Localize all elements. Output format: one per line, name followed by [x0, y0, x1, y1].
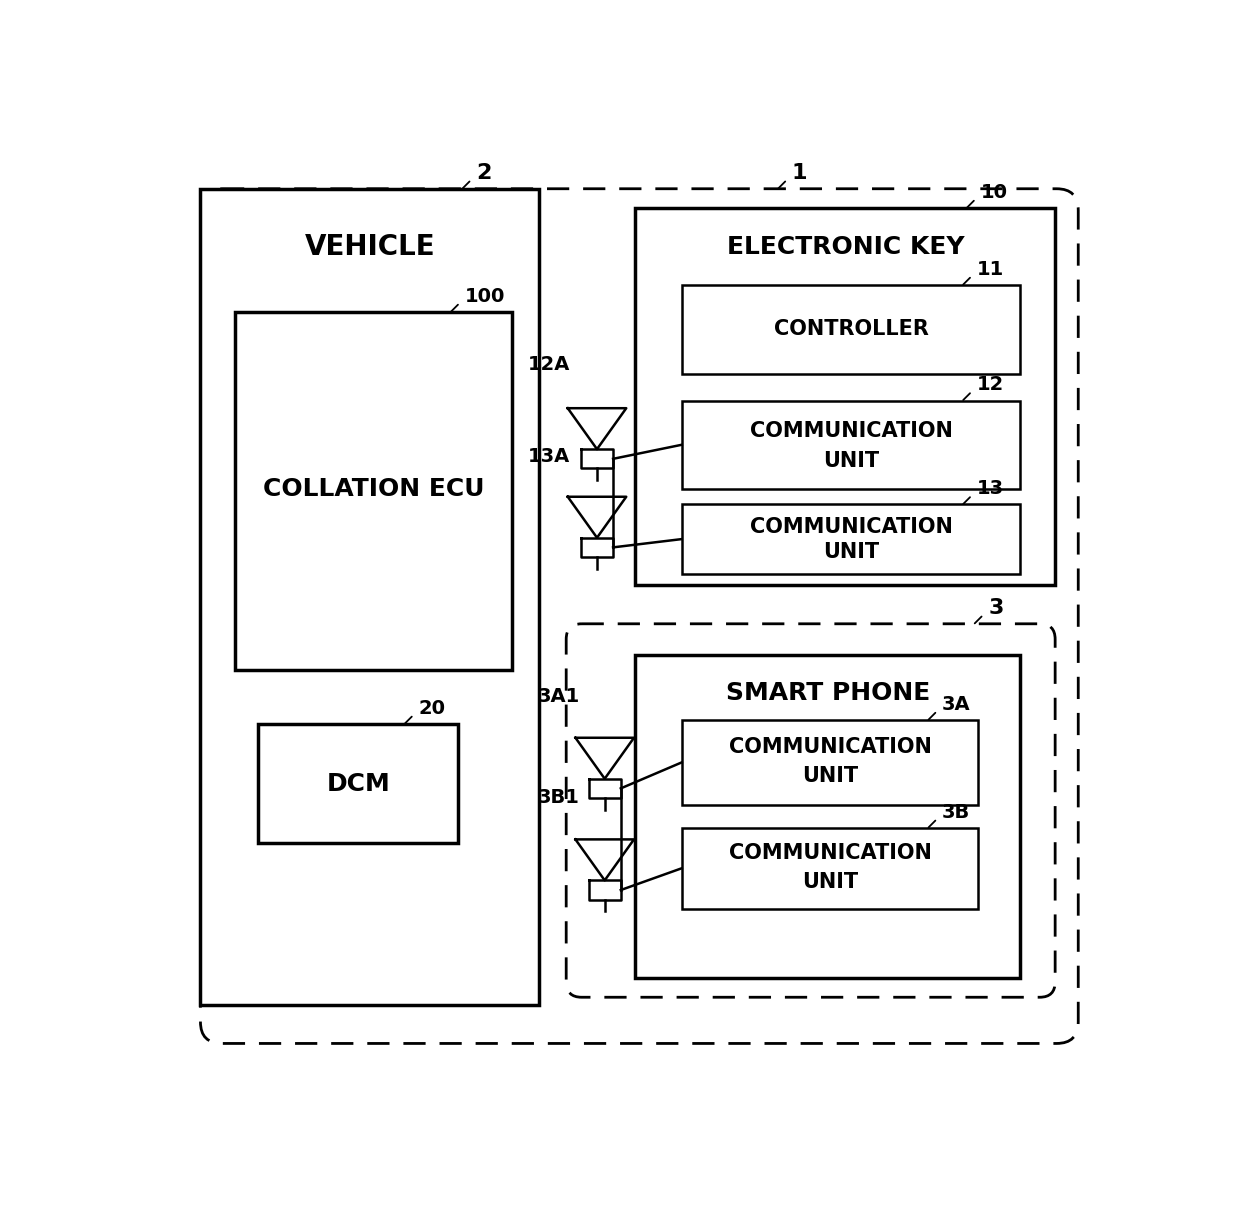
Text: 20: 20 [418, 699, 445, 717]
Bar [682, 828, 978, 909]
Text: 3A: 3A [942, 695, 971, 714]
Bar [682, 720, 978, 805]
Bar [258, 723, 459, 843]
Bar [682, 504, 1021, 573]
Text: ELECTRONIC KEY: ELECTRONIC KEY [727, 234, 965, 259]
Text: SMART PHONE: SMART PHONE [725, 681, 930, 705]
Bar [682, 285, 1021, 373]
Text: COMMUNICATION: COMMUNICATION [750, 517, 952, 537]
Text: 12A: 12A [528, 355, 570, 373]
Text: VEHICLE: VEHICLE [305, 233, 435, 261]
Text: 11: 11 [977, 260, 1004, 279]
Text: 13: 13 [977, 479, 1003, 498]
Text: UNIT: UNIT [802, 872, 858, 892]
Text: 3B1: 3B1 [538, 788, 580, 808]
Text: 1: 1 [792, 162, 807, 183]
Text: COMMUNICATION: COMMUNICATION [750, 421, 952, 442]
Text: UNIT: UNIT [823, 450, 879, 471]
Text: 10: 10 [981, 183, 1007, 201]
Text: 13A: 13A [528, 447, 570, 466]
Text: 100: 100 [465, 287, 505, 306]
Text: COMMUNICATION: COMMUNICATION [729, 737, 931, 756]
Text: UNIT: UNIT [802, 766, 858, 786]
Text: DCM: DCM [326, 772, 391, 795]
Text: CONTROLLER: CONTROLLER [774, 318, 929, 339]
Bar [635, 655, 1021, 978]
Text: COLLATION ECU: COLLATION ECU [263, 477, 485, 501]
Text: UNIT: UNIT [823, 542, 879, 562]
Bar [236, 312, 512, 670]
Text: 3B: 3B [942, 803, 970, 822]
Bar [635, 207, 1055, 586]
Text: 2: 2 [476, 162, 491, 183]
Text: COMMUNICATION: COMMUNICATION [729, 843, 931, 864]
Bar [201, 189, 539, 1005]
Text: 12: 12 [977, 376, 1004, 394]
Text: 3: 3 [988, 598, 1003, 617]
Text: 3A1: 3A1 [538, 687, 580, 706]
Bar [682, 400, 1021, 489]
